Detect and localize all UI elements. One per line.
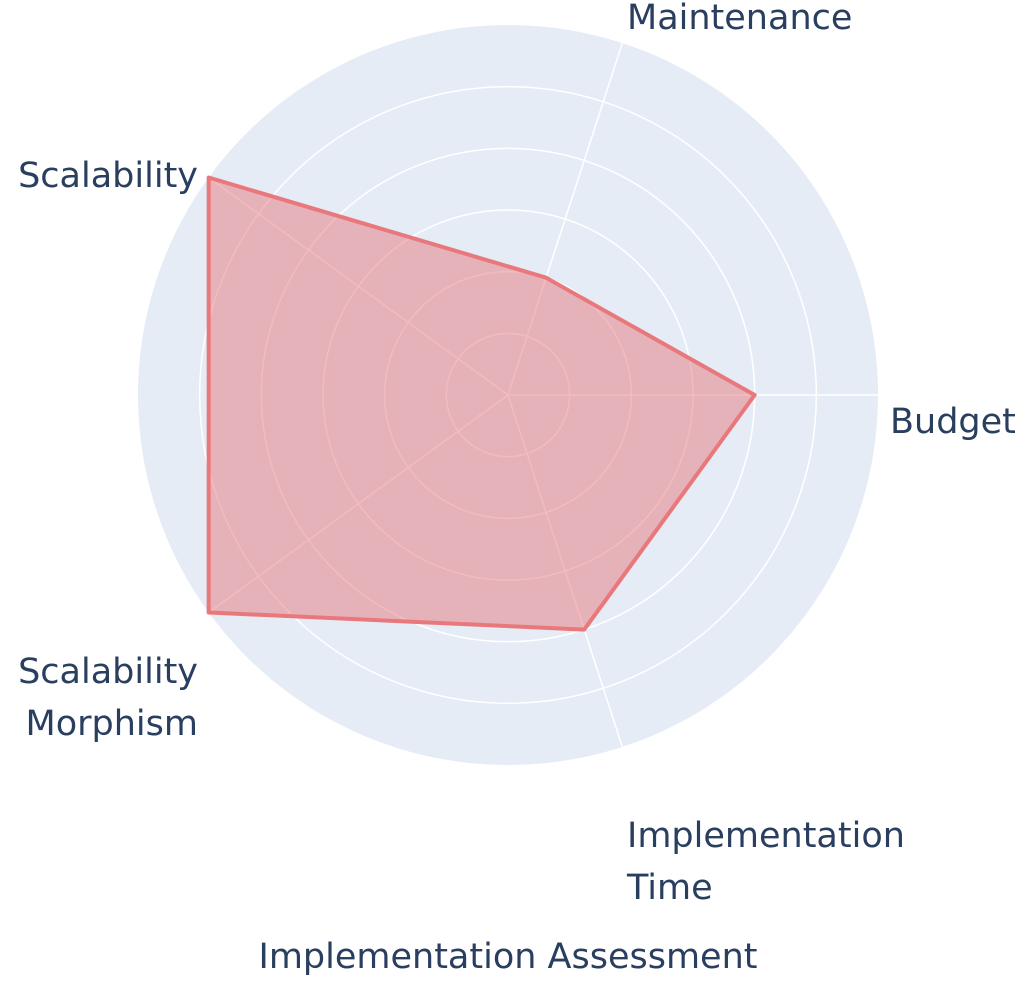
chart-title: Implementation Assessment — [258, 937, 758, 977]
axis-label: Scalability Morphism — [18, 652, 198, 744]
axis-label: Budget — [890, 402, 1016, 442]
axis-label: Maintenance — [627, 0, 853, 38]
radar-area — [206, 175, 757, 632]
axis-label: Implementation Time — [627, 816, 905, 908]
axis-label: Scalability — [18, 156, 198, 196]
